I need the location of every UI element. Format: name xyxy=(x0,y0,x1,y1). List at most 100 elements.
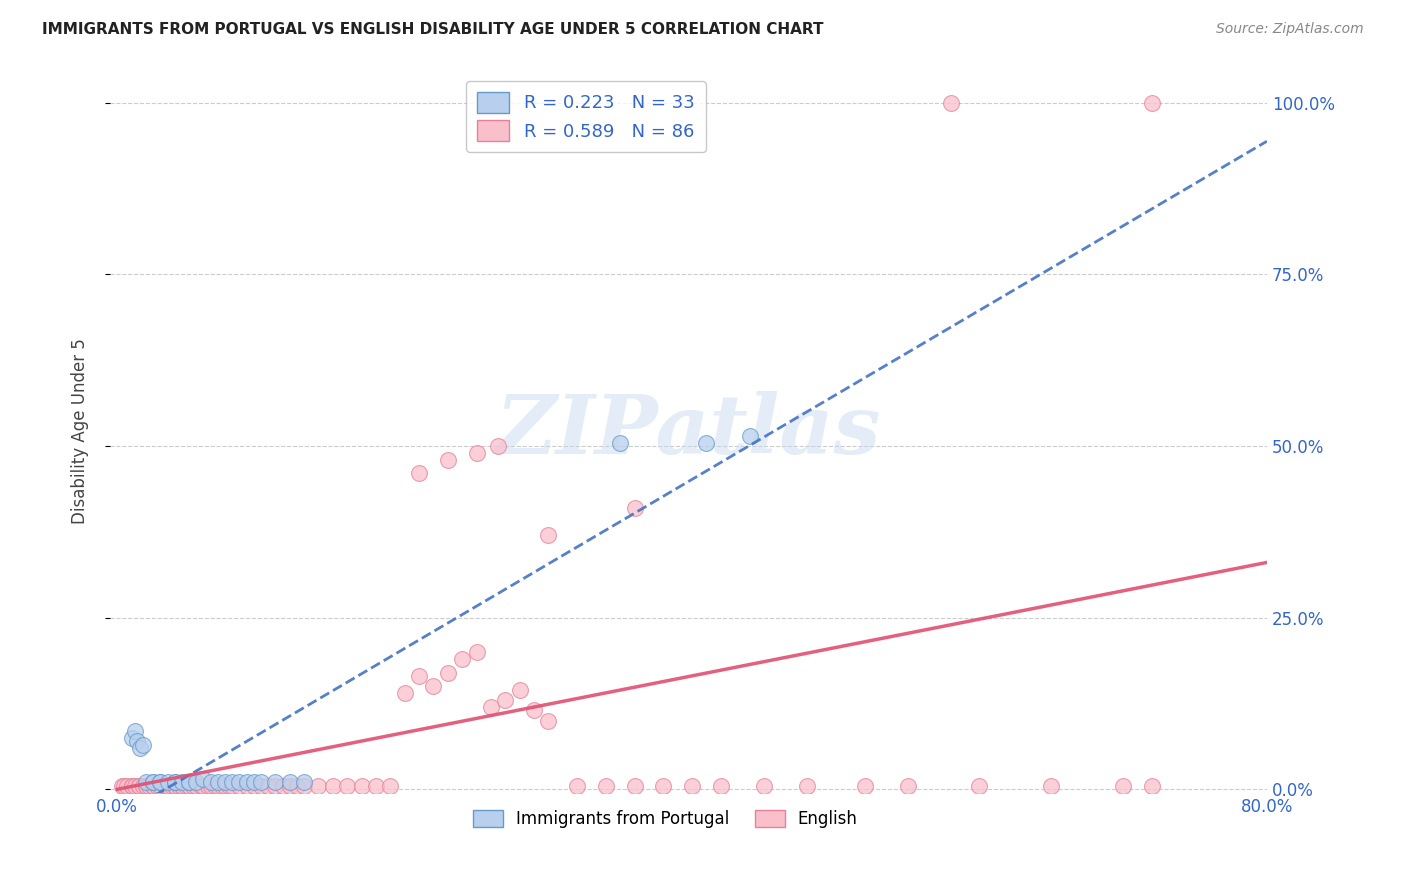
Legend: Immigrants from Portugal, English: Immigrants from Portugal, English xyxy=(467,804,865,835)
Point xyxy=(509,682,531,697)
Point xyxy=(121,731,143,745)
Point xyxy=(494,693,516,707)
Point xyxy=(121,779,143,793)
Point xyxy=(114,779,136,793)
Point xyxy=(278,779,301,793)
Point xyxy=(193,779,215,793)
Point xyxy=(135,779,157,793)
Point xyxy=(394,686,416,700)
Point xyxy=(149,779,172,793)
Point xyxy=(380,779,402,793)
Point xyxy=(322,779,344,793)
Point xyxy=(623,500,645,515)
Point xyxy=(969,779,991,793)
Point xyxy=(128,779,150,793)
Point xyxy=(124,723,146,738)
Point xyxy=(652,779,675,793)
Point xyxy=(228,779,250,793)
Point xyxy=(200,775,222,789)
Point xyxy=(197,779,219,793)
Point xyxy=(179,779,201,793)
Point xyxy=(142,775,165,789)
Point xyxy=(190,779,212,793)
Text: Source: ZipAtlas.com: Source: ZipAtlas.com xyxy=(1216,22,1364,37)
Point xyxy=(142,779,165,793)
Text: ZIPatlas: ZIPatlas xyxy=(496,391,882,471)
Text: IMMIGRANTS FROM PORTUGAL VS ENGLISH DISABILITY AGE UNDER 5 CORRELATION CHART: IMMIGRANTS FROM PORTUGAL VS ENGLISH DISA… xyxy=(42,22,824,37)
Point xyxy=(257,779,280,793)
Point xyxy=(609,435,631,450)
Point xyxy=(156,779,179,793)
Point xyxy=(250,775,273,789)
Point xyxy=(117,779,139,793)
Point xyxy=(135,775,157,789)
Point xyxy=(465,645,488,659)
Point xyxy=(214,779,236,793)
Point xyxy=(264,779,287,793)
Point xyxy=(174,779,197,793)
Point xyxy=(132,738,155,752)
Point xyxy=(170,775,193,789)
Point xyxy=(1040,779,1063,793)
Point xyxy=(207,775,229,789)
Point xyxy=(738,428,761,442)
Point xyxy=(939,95,962,110)
Point xyxy=(278,775,301,789)
Point xyxy=(156,775,179,789)
Point xyxy=(163,779,186,793)
Point xyxy=(179,775,201,789)
Point xyxy=(129,741,152,756)
Point xyxy=(350,779,373,793)
Point xyxy=(142,775,165,789)
Point xyxy=(523,703,546,717)
Point xyxy=(207,779,229,793)
Point xyxy=(200,779,222,793)
Point xyxy=(436,452,458,467)
Point xyxy=(264,775,287,789)
Point xyxy=(565,779,588,793)
Point xyxy=(221,779,243,793)
Point xyxy=(179,779,201,793)
Point xyxy=(1140,779,1163,793)
Point xyxy=(149,775,172,789)
Point xyxy=(250,779,273,793)
Point xyxy=(292,775,315,789)
Point xyxy=(146,779,169,793)
Point xyxy=(221,775,243,789)
Point xyxy=(204,779,226,793)
Point xyxy=(242,775,264,789)
Point xyxy=(752,779,775,793)
Point xyxy=(486,439,509,453)
Point xyxy=(436,665,458,680)
Point xyxy=(537,528,560,542)
Point xyxy=(214,775,236,789)
Y-axis label: Disability Age Under 5: Disability Age Under 5 xyxy=(72,338,89,524)
Point xyxy=(307,779,329,793)
Point xyxy=(271,779,294,793)
Point xyxy=(167,779,190,793)
Point xyxy=(292,779,315,793)
Point xyxy=(163,775,186,789)
Point xyxy=(681,779,703,793)
Point xyxy=(853,779,876,793)
Point xyxy=(211,779,233,793)
Point xyxy=(138,779,160,793)
Point xyxy=(235,775,257,789)
Point xyxy=(121,779,143,793)
Point xyxy=(1140,95,1163,110)
Point xyxy=(408,669,430,683)
Point xyxy=(479,699,502,714)
Point xyxy=(897,779,920,793)
Point xyxy=(153,779,176,793)
Point xyxy=(623,779,645,793)
Point xyxy=(110,779,132,793)
Point xyxy=(163,775,186,789)
Point xyxy=(127,734,149,748)
Point xyxy=(156,779,179,793)
Point xyxy=(710,779,733,793)
Point xyxy=(179,775,201,789)
Point xyxy=(285,779,308,793)
Point xyxy=(163,779,186,793)
Point xyxy=(128,779,150,793)
Point xyxy=(160,779,183,793)
